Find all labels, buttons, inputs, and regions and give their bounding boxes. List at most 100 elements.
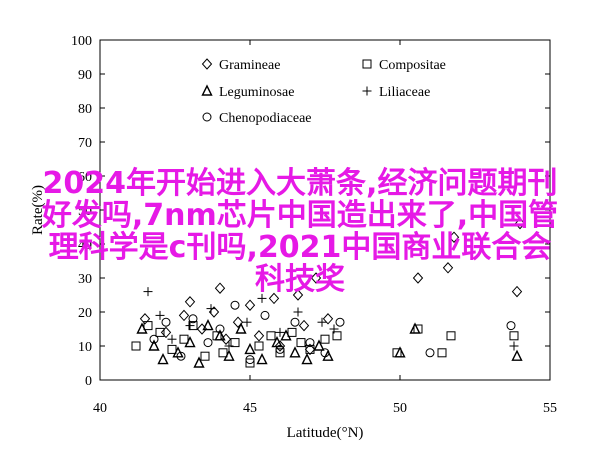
data-point (193, 356, 205, 368)
data-point (200, 351, 210, 361)
data-point (305, 344, 315, 354)
y-tick-label: 30 (78, 272, 92, 287)
data-point (136, 322, 148, 334)
data-point (245, 355, 255, 365)
legend-marker (201, 84, 213, 96)
data-point (320, 334, 330, 344)
x-tick-label: 45 (243, 401, 257, 416)
data-point (509, 341, 519, 351)
data-point (167, 344, 177, 354)
data-point (290, 317, 300, 327)
data-point (322, 313, 334, 325)
data-point (242, 317, 252, 327)
data-point (511, 349, 523, 361)
data-point (514, 217, 526, 230)
data-point (257, 293, 267, 303)
data-point (289, 346, 301, 358)
y-tick-label: 40 (78, 238, 92, 253)
data-point (253, 330, 265, 342)
data-point (313, 339, 325, 351)
data-point (292, 289, 304, 301)
x-tick-label: 50 (393, 401, 407, 416)
data-point (215, 324, 225, 334)
data-point (214, 329, 226, 341)
data-point (161, 317, 171, 327)
data-point (310, 272, 322, 284)
data-point (260, 310, 270, 320)
legend-item-leguminosae: Leguminosae (201, 84, 294, 100)
legend: Gramineae Compositae Leguminosae Liliaceae C… (201, 58, 446, 126)
series-gramineae (139, 217, 526, 356)
data-point (448, 231, 460, 243)
data-point (335, 317, 345, 327)
y-axis-ticks: 0 10 20 30 40 50 60 70 80 90 100 (71, 34, 550, 389)
data-point (218, 348, 228, 358)
legend-marker (201, 58, 213, 70)
data-point (509, 331, 519, 341)
legend-label: Liliaceae (379, 85, 430, 100)
data-point (275, 348, 285, 358)
legend-label: Compositae (379, 58, 446, 73)
data-point (287, 327, 297, 337)
data-point (298, 319, 310, 332)
data-point (184, 336, 196, 348)
data-point (244, 299, 256, 311)
y-tick-label: 80 (78, 102, 92, 117)
data-point (235, 322, 247, 334)
y-tick-label: 100 (71, 34, 92, 49)
data-point (143, 321, 153, 331)
data-point (266, 331, 276, 341)
data-point (143, 287, 153, 297)
y-tick-label: 10 (78, 340, 92, 355)
data-point (184, 296, 196, 308)
data-point (511, 285, 523, 298)
data-point (139, 313, 151, 325)
data-point (230, 300, 240, 310)
data-point (155, 327, 165, 337)
legend-item-chenopodiaceae: Chenopodiaceae (202, 111, 312, 126)
y-tick-label: 0 (85, 374, 92, 389)
data-point (214, 282, 226, 294)
x-axis-title: Latitude(°N) (287, 425, 364, 441)
legend-label: Chenopodiaceae (219, 111, 312, 126)
data-point (394, 346, 406, 358)
data-point (185, 321, 195, 331)
data-point (179, 334, 189, 344)
data-point (155, 310, 165, 320)
data-point (322, 349, 334, 361)
data-point (206, 304, 216, 314)
legend-label: Leguminosae (219, 85, 294, 100)
data-point (317, 317, 327, 327)
data-point (296, 338, 306, 348)
legend-marker (202, 112, 212, 122)
data-point (232, 316, 244, 328)
data-point (301, 353, 313, 365)
y-tick-label: 60 (78, 170, 92, 185)
data-point (280, 329, 292, 341)
y-tick-label: 90 (78, 68, 92, 83)
data-point (148, 339, 160, 351)
data-point (157, 353, 169, 365)
data-point (293, 307, 303, 317)
data-point (254, 341, 264, 351)
data-point (275, 327, 285, 337)
y-tick-label: 70 (78, 136, 92, 151)
data-point (320, 348, 330, 358)
legend-item-gramineae: Gramineae (201, 58, 280, 73)
series-chenopodiaceae (149, 300, 516, 365)
data-point (304, 343, 316, 356)
x-tick-label: 55 (543, 401, 557, 416)
data-point (224, 341, 234, 351)
legend-item-liliaceae: Liliaceae (362, 85, 430, 100)
legend-label: Gramineae (219, 58, 280, 73)
data-points (131, 217, 526, 368)
data-point (332, 331, 342, 341)
data-point (223, 349, 235, 361)
series-liliaceae (143, 287, 519, 351)
data-point (203, 338, 213, 348)
data-point (437, 348, 447, 358)
data-point (149, 334, 159, 344)
data-point (176, 351, 186, 361)
data-point (230, 338, 240, 348)
